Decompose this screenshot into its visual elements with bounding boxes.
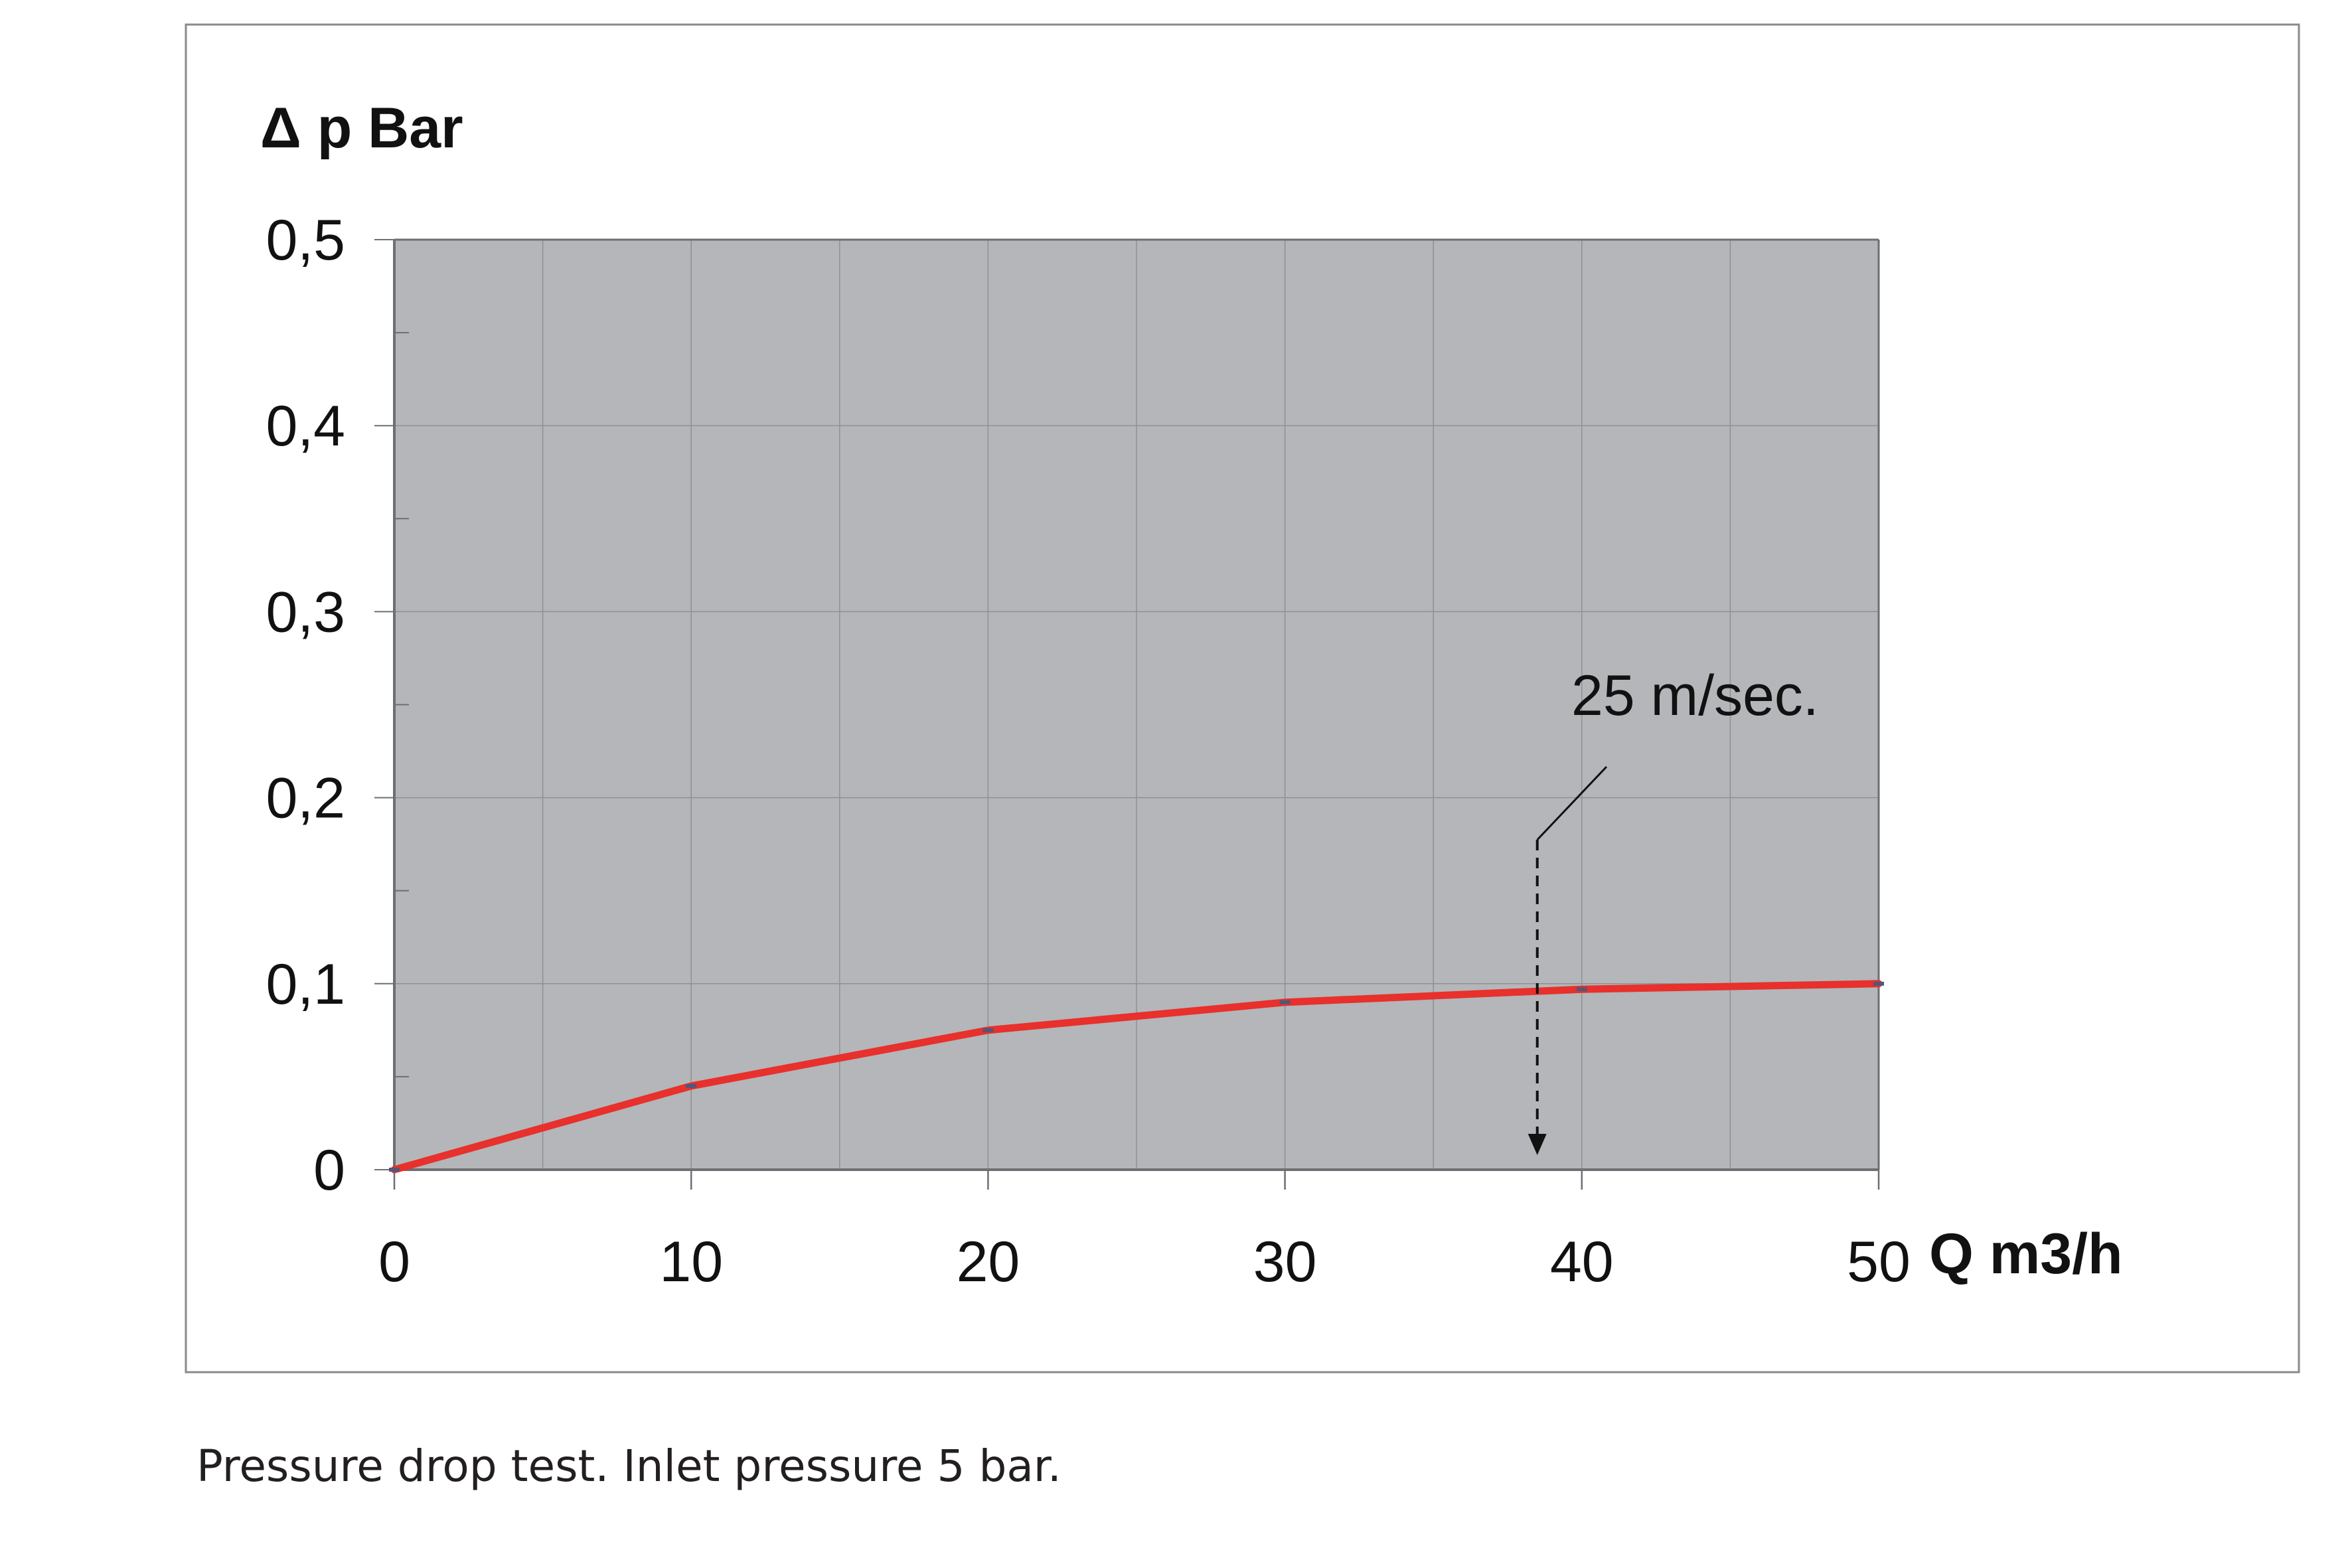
- x-tick-label: 50: [1847, 1230, 1911, 1294]
- y-tick-label: 0,4: [266, 394, 345, 458]
- x-tick-label: 40: [1550, 1230, 1614, 1294]
- data-point: [1279, 1000, 1291, 1004]
- annotation-arrowhead: [1528, 1134, 1547, 1155]
- data-point: [1873, 981, 1884, 986]
- data-point: [686, 1083, 697, 1088]
- y-tick-label: 0,3: [266, 580, 345, 644]
- data-point: [982, 1028, 994, 1032]
- data-point: [389, 1168, 400, 1172]
- figure-caption: Pressure drop test. Inlet pressure 5 bar…: [196, 1441, 1061, 1492]
- y-tick-label: 0,2: [266, 767, 345, 830]
- y-tick-label: 0: [313, 1138, 345, 1202]
- plot-area: 0 0,1 0,2 0,3 0,4 0,5 0 10 20 30 40 50: [266, 208, 1910, 1294]
- x-tick-label: 20: [957, 1230, 1020, 1294]
- series-line: [390, 980, 1883, 1174]
- annotation-label: 25 m/sec.: [1571, 664, 1819, 728]
- data-point: [1576, 987, 1587, 992]
- x-tick-label: 30: [1253, 1230, 1317, 1294]
- y-tick-label: 0,5: [266, 208, 345, 272]
- y-axis-label: Δ p Bar: [260, 96, 463, 160]
- x-tick-label: 10: [659, 1230, 723, 1294]
- x-tick-label: 0: [378, 1230, 410, 1294]
- annotation-leader-line: [1536, 765, 1608, 841]
- x-axis-label: Q m3/h: [1929, 1222, 2123, 1286]
- y-tick-label: 0,1: [266, 953, 345, 1016]
